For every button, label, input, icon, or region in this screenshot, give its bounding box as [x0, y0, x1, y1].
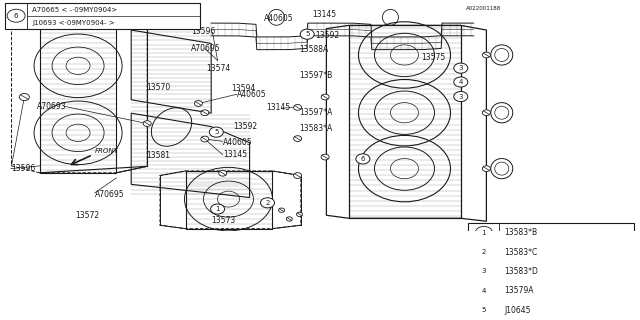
Text: 13570: 13570 [146, 83, 170, 92]
Text: 13573: 13573 [211, 216, 236, 225]
Circle shape [483, 110, 490, 116]
Circle shape [476, 226, 492, 239]
Text: 13594: 13594 [232, 84, 256, 93]
Text: A70695: A70695 [95, 189, 124, 198]
Text: A40605: A40605 [237, 90, 266, 99]
Circle shape [476, 265, 492, 278]
Text: A70693: A70693 [37, 102, 67, 111]
Text: J10645: J10645 [504, 306, 531, 315]
Text: 13583*C: 13583*C [504, 247, 538, 257]
Text: 13575: 13575 [421, 53, 445, 62]
Circle shape [483, 166, 490, 172]
Circle shape [201, 110, 209, 116]
Text: 2: 2 [266, 200, 269, 206]
Text: 5: 5 [214, 129, 218, 135]
Bar [5, 3, 200, 29]
Text: J10693 <‧09MY0904- >: J10693 <‧09MY0904- > [32, 20, 115, 26]
Circle shape [278, 208, 285, 212]
Circle shape [19, 93, 29, 100]
Circle shape [211, 204, 225, 214]
Circle shape [356, 154, 370, 164]
Text: 13572: 13572 [76, 212, 100, 220]
Text: 1: 1 [481, 230, 486, 236]
Circle shape [476, 304, 492, 316]
Text: 13583*D: 13583*D [504, 267, 538, 276]
Text: 13145: 13145 [266, 103, 291, 112]
Text: 6: 6 [14, 13, 19, 19]
Circle shape [476, 284, 492, 297]
Text: 4: 4 [459, 79, 463, 85]
Circle shape [7, 9, 25, 22]
Circle shape [483, 52, 490, 58]
Text: 13596: 13596 [11, 164, 35, 173]
Text: 13145: 13145 [223, 150, 247, 159]
Circle shape [454, 92, 468, 102]
Text: 5: 5 [305, 31, 309, 37]
Text: A70695: A70695 [191, 44, 220, 53]
Text: 13574: 13574 [206, 64, 230, 73]
Circle shape [321, 154, 329, 160]
Circle shape [476, 246, 492, 258]
Circle shape [201, 136, 209, 142]
Text: A40605: A40605 [264, 14, 293, 23]
Text: A70665 < -‧09MY0904>: A70665 < -‧09MY0904> [32, 7, 117, 13]
Circle shape [195, 100, 202, 106]
Circle shape [294, 105, 301, 110]
Circle shape [454, 77, 468, 87]
Bar [468, 223, 634, 320]
Text: 6: 6 [360, 156, 365, 162]
Text: FRONT: FRONT [95, 148, 118, 154]
Text: 3: 3 [458, 93, 463, 100]
Circle shape [296, 212, 303, 217]
Circle shape [219, 170, 227, 176]
Text: 2: 2 [482, 249, 486, 255]
Text: A40605: A40605 [223, 138, 252, 147]
Text: 13583*A: 13583*A [300, 124, 333, 133]
Circle shape [143, 121, 151, 126]
Text: 13596: 13596 [191, 27, 215, 36]
Circle shape [209, 127, 223, 137]
Circle shape [300, 29, 314, 39]
Circle shape [454, 63, 468, 73]
Text: 4: 4 [482, 288, 486, 294]
Circle shape [321, 94, 329, 100]
Text: 3: 3 [458, 65, 463, 71]
Text: 13597*B: 13597*B [300, 71, 333, 80]
Text: 13583*B: 13583*B [504, 228, 538, 237]
Text: 13579A: 13579A [504, 286, 534, 295]
Circle shape [294, 173, 301, 179]
Circle shape [294, 136, 301, 141]
Text: 1: 1 [215, 206, 220, 212]
Text: 13592: 13592 [315, 31, 339, 40]
Text: A022001188: A022001188 [466, 6, 501, 11]
Text: 13145: 13145 [312, 10, 337, 19]
Text: 13592: 13592 [233, 122, 257, 131]
Text: 3: 3 [481, 268, 486, 275]
Circle shape [286, 217, 292, 221]
Text: 13581: 13581 [146, 151, 170, 160]
Circle shape [260, 198, 275, 208]
Text: 13597*A: 13597*A [300, 108, 333, 117]
Text: 13588A: 13588A [300, 45, 329, 54]
Text: 5: 5 [482, 307, 486, 313]
